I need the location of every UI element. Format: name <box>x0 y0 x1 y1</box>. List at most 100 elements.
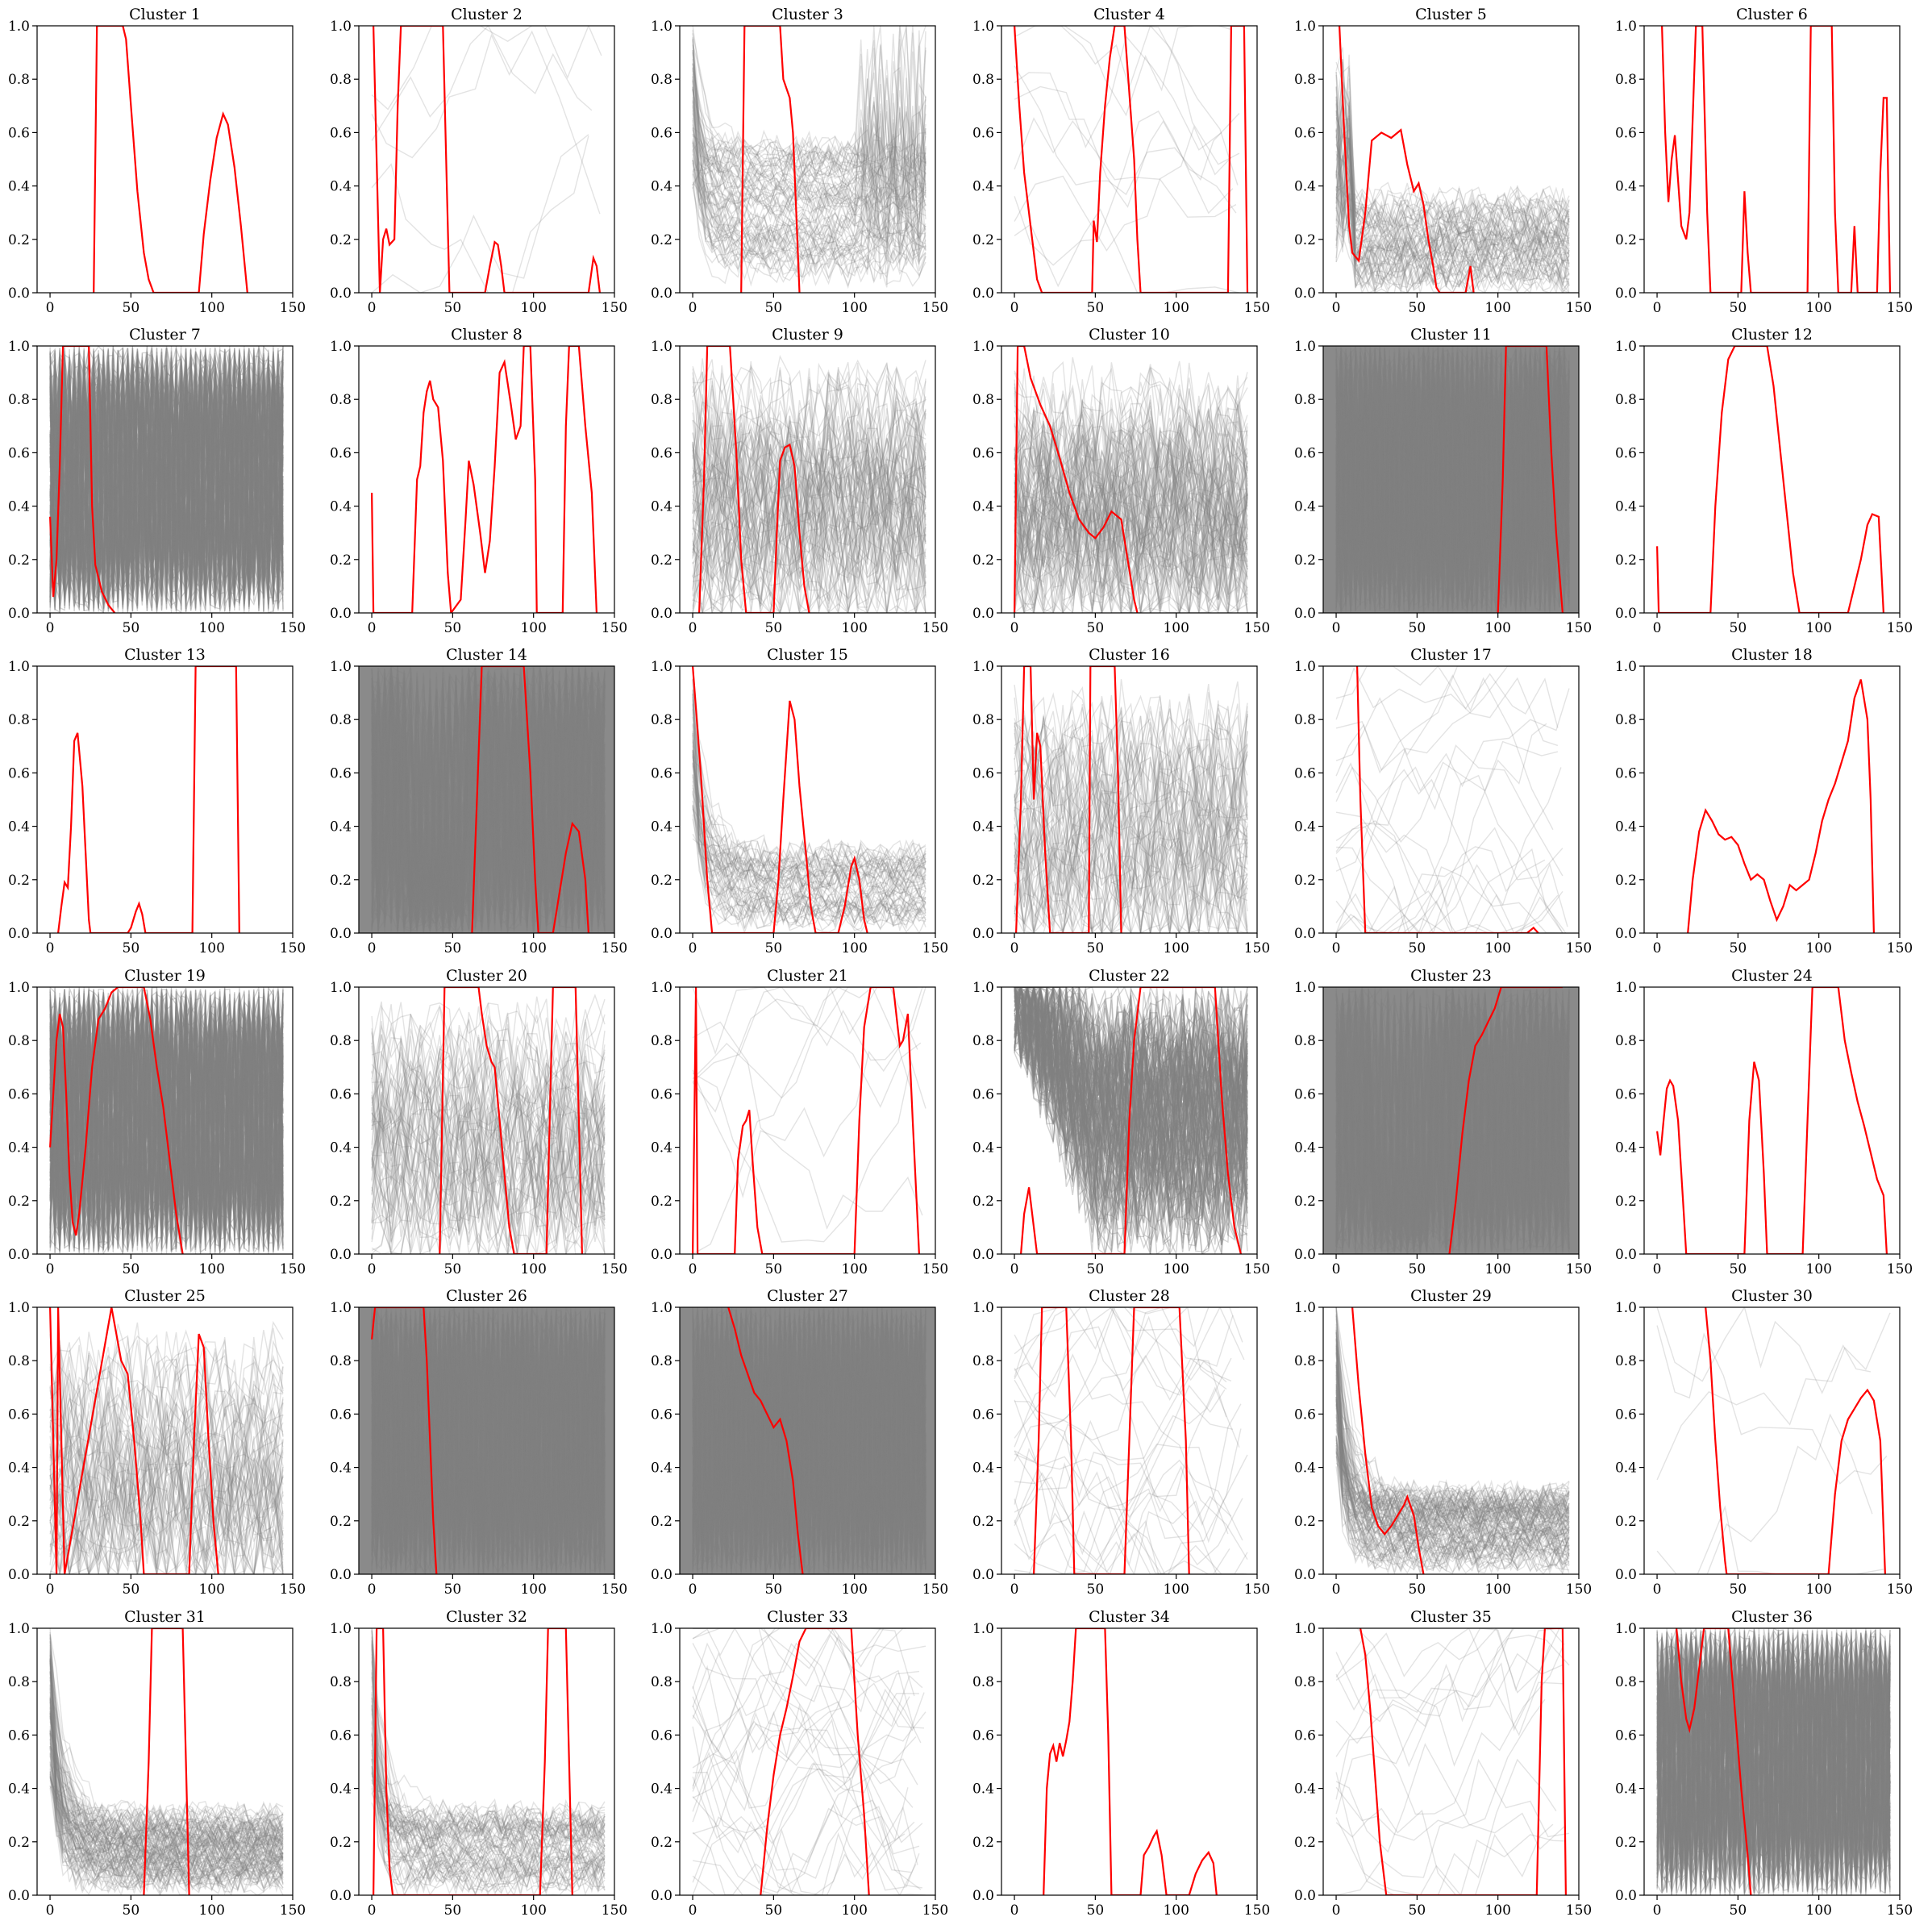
member-line <box>692 1308 926 1573</box>
member-line <box>49 1427 284 1561</box>
member-line <box>1335 186 1570 246</box>
member-line <box>1335 1005 1570 1254</box>
member-line <box>692 1307 926 1574</box>
y-tick-label: 0.4 <box>972 499 994 515</box>
member-line <box>1335 995 1570 1252</box>
x-tick-label: 50 <box>123 1581 140 1598</box>
member-line <box>692 368 926 505</box>
member-line <box>1335 990 1570 1247</box>
member-line <box>1335 346 1570 611</box>
member-line <box>1335 988 1570 1253</box>
member-line <box>692 40 926 177</box>
member-line <box>1335 348 1570 596</box>
x-tick-label: 150 <box>602 1581 627 1598</box>
member-line <box>1014 755 1248 899</box>
member-line <box>1014 477 1248 604</box>
y-tick-label: 0.8 <box>972 72 994 88</box>
member-line <box>1335 352 1570 605</box>
member-line <box>371 1307 606 1560</box>
member-line <box>49 990 284 1250</box>
member-line <box>692 80 926 278</box>
member-line <box>371 678 606 917</box>
member-line <box>1335 1390 1570 1531</box>
member-line <box>692 367 926 511</box>
member-line <box>49 993 284 1243</box>
member-line <box>1335 1448 1570 1574</box>
member-line <box>1335 356 1570 602</box>
member-line <box>49 1386 284 1526</box>
member-line <box>371 1311 606 1573</box>
member-line <box>371 1313 606 1567</box>
member-line <box>371 1057 606 1197</box>
member-line <box>692 414 926 559</box>
member-line <box>371 1321 606 1571</box>
member-line <box>49 987 284 1246</box>
member-line <box>49 987 284 1246</box>
member-line <box>1014 424 1248 562</box>
member-line <box>692 1309 926 1573</box>
member-line <box>1335 993 1570 1253</box>
member-line <box>1014 492 1248 613</box>
axes-frame <box>36 665 294 934</box>
y-tick-label: 0.4 <box>972 179 994 195</box>
member-line <box>49 1335 284 1471</box>
y-tick-label: 0.4 <box>1615 1781 1637 1798</box>
member-line <box>49 993 284 1245</box>
x-tick-label: 0 <box>1332 1902 1341 1919</box>
centroid-line <box>1339 26 1475 293</box>
member-line <box>371 686 606 932</box>
member-lines <box>1656 1307 1891 1574</box>
member-line <box>692 372 926 510</box>
member-line <box>1335 762 1564 933</box>
member-line <box>692 38 926 251</box>
x-tick-label: 0 <box>1332 1581 1341 1598</box>
member-line <box>692 1318 926 1573</box>
member-line <box>371 1145 606 1254</box>
member-line <box>1014 125 1232 252</box>
y-tick-label: 0.6 <box>651 765 672 781</box>
member-line <box>371 670 606 915</box>
y-tick-label: 0.2 <box>651 1835 672 1851</box>
member-line <box>1335 348 1570 613</box>
member-line <box>1014 987 1248 1206</box>
member-line <box>1335 346 1570 608</box>
axes-frame <box>1001 986 1258 1255</box>
member-line <box>371 1307 606 1572</box>
member-line <box>371 1078 606 1214</box>
member-line <box>1014 1006 1248 1220</box>
member-line <box>692 1309 926 1574</box>
x-tick-label: 150 <box>1244 300 1270 316</box>
member-line <box>692 377 926 516</box>
member-line <box>49 1657 284 1891</box>
member-line <box>1014 366 1248 500</box>
member-line <box>49 361 284 613</box>
member-line <box>371 674 606 929</box>
centroid-line <box>1351 1307 1425 1574</box>
x-tick-label: 150 <box>1244 1581 1270 1598</box>
member-line <box>1335 354 1570 606</box>
member-line <box>49 1715 284 1868</box>
member-line <box>49 987 284 1241</box>
member-line <box>692 1309 926 1569</box>
member-line <box>49 1775 284 1839</box>
member-line <box>49 346 284 610</box>
member-line <box>692 987 912 1254</box>
y-tick-label: 0.4 <box>651 819 672 835</box>
member-line <box>692 1319 926 1566</box>
member-line <box>692 433 926 581</box>
member-line <box>49 1634 284 1852</box>
centroid-line <box>698 346 810 613</box>
member-line <box>1335 1440 1570 1541</box>
member-line <box>371 679 606 932</box>
y-tick-label: 0.6 <box>1294 125 1316 141</box>
member-line <box>692 1307 926 1544</box>
y-tick-label: 0.4 <box>972 1140 994 1156</box>
member-line <box>692 1307 926 1572</box>
y-tick-label: 0.6 <box>8 1406 30 1423</box>
member-line <box>371 667 606 932</box>
member-line <box>371 1310 606 1573</box>
member-line <box>692 26 926 172</box>
x-tick-label: 50 <box>1087 1581 1105 1598</box>
member-line <box>1335 989 1570 1250</box>
member-line <box>692 473 926 592</box>
